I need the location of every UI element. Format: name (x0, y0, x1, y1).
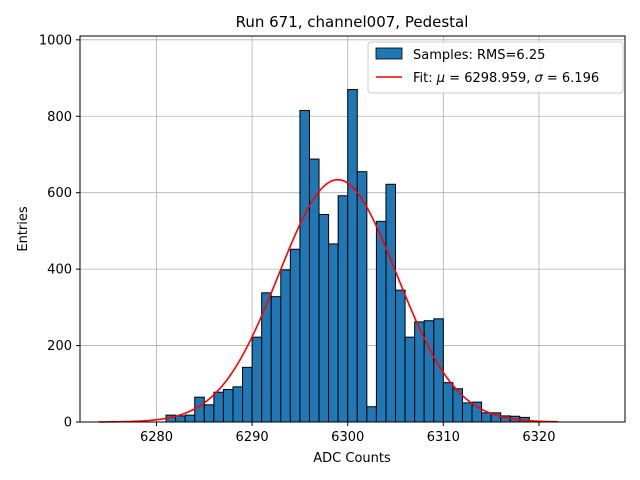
y-tick-label: 200 (47, 339, 72, 354)
histogram-bar (356, 171, 368, 423)
histogram-bar (337, 195, 349, 423)
histogram-bar (395, 289, 406, 423)
histogram-bar (242, 366, 253, 423)
legend-fit-mu-symbol: μ (436, 71, 445, 86)
histogram-bar (194, 396, 205, 423)
histogram-bar (423, 320, 435, 423)
legend-fit-sigma-value: = 6.196 (543, 71, 599, 86)
histogram-bar (175, 415, 186, 423)
histogram-bar (404, 336, 416, 423)
plot-frame (79, 35, 626, 423)
histogram-bar (481, 412, 492, 423)
x-tick-label: 6310 (427, 430, 460, 445)
histogram-bar (232, 386, 244, 423)
legend-box (367, 41, 624, 94)
histogram-bar (280, 269, 291, 423)
histogram-bar (385, 183, 397, 423)
legend-swatch-samples (375, 47, 403, 60)
histogram-bar (461, 402, 473, 423)
y-tick-label: 600 (47, 186, 72, 201)
x-tick-label: 6290 (236, 430, 269, 445)
x-axis-ticks: 6280 6290 6300 6310 6320 (140, 422, 555, 445)
fit-curve-group (99, 178, 559, 423)
histogram-bars (165, 89, 530, 423)
x-tick-label: 6320 (522, 430, 555, 445)
x-axis-label: ADC Counts (313, 451, 391, 466)
legend-fit-sigma-symbol: σ (535, 71, 544, 86)
histogram-bar (289, 248, 301, 423)
legend-fit-mu-value: = 6298.959, (445, 71, 534, 86)
histogram-bar (366, 406, 377, 423)
x-tick-label: 6280 (140, 430, 173, 445)
histogram-bar (442, 382, 454, 423)
legend: Samples: RMS=6.25 Fit: μ = 6298.959, σ =… (367, 41, 624, 94)
y-tick-label: 0 (64, 416, 72, 431)
x-tick-label: 6300 (331, 430, 364, 445)
histogram-bar (251, 336, 263, 423)
histogram-bar (328, 243, 339, 423)
histogram-bar (318, 213, 330, 423)
histogram-bar (222, 389, 234, 423)
histogram-bar (203, 404, 215, 423)
histogram-bar (347, 89, 358, 423)
chart-title: Run 671, channel007, Pedestal (236, 13, 469, 31)
y-tick-label: 1000 (39, 33, 72, 48)
gaussian-fit-curve (99, 178, 559, 423)
histogram-bar (375, 220, 387, 423)
legend-fit-prefix: Fit: (413, 71, 437, 86)
y-tick-label: 800 (47, 110, 72, 125)
y-tick-label: 400 (47, 263, 72, 278)
legend-label-fit: Fit: μ = 6298.959, σ = 6.196 (413, 71, 599, 86)
histogram-bar (270, 296, 282, 423)
y-axis-label: Entries (16, 206, 31, 252)
histogram-bar (213, 391, 224, 423)
legend-label-samples: Samples: RMS=6.25 (413, 48, 545, 63)
histogram-bar (299, 110, 310, 423)
histogram-bar (184, 414, 196, 423)
y-axis-ticks: 0 200 400 600 800 1000 (39, 33, 80, 431)
